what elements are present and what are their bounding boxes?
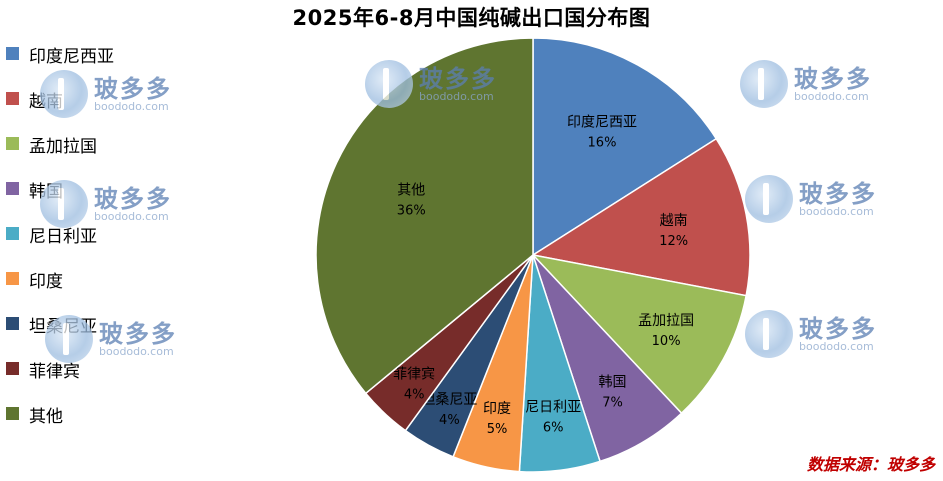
legend-swatch: [6, 407, 19, 420]
legend-item: 尼日利亚: [6, 222, 166, 267]
legend-label: 印度: [29, 272, 63, 292]
watermark-brand: 玻多多: [94, 184, 172, 213]
watermark-url: boododo.com: [799, 204, 874, 218]
slice-category-label: 菲律宾: [393, 367, 435, 383]
watermark-url: boododo.com: [799, 339, 874, 353]
slice-value-label: 36%: [397, 204, 426, 219]
slice-category-label: 印度: [483, 401, 511, 417]
watermark-brand: 玻多多: [99, 319, 177, 348]
legend-item: 印度尼西亚: [6, 42, 166, 87]
watermark-brand: 玻多多: [94, 74, 172, 103]
legend-swatch: [6, 272, 19, 285]
slice-value-label: 5%: [487, 422, 508, 437]
watermark-url: boododo.com: [94, 209, 169, 223]
watermark-logo-icon: [365, 60, 413, 108]
slice-category-label: 越南: [660, 213, 688, 229]
slice-category-label: 韩国: [599, 374, 627, 390]
pie-slice: [315, 37, 534, 395]
pie-slice: [530, 253, 748, 415]
watermark-logo-icon: [745, 310, 793, 358]
watermark-logo-icon: [40, 70, 88, 118]
watermark-logo-icon: [40, 180, 88, 228]
slice-value-label: 16%: [588, 135, 617, 150]
watermark: 玻多多 boododo.com: [40, 70, 172, 118]
legend-swatch: [6, 137, 19, 150]
legend-item: 菲律宾: [6, 357, 166, 402]
watermark-brand: 玻多多: [419, 64, 497, 93]
legend-swatch: [6, 317, 19, 330]
watermark: 玻多多 boododo.com: [45, 315, 177, 363]
watermark-url: boododo.com: [94, 99, 169, 113]
source-note: 数据来源：玻多多: [806, 455, 935, 474]
legend-swatch: [6, 47, 19, 60]
watermark-logo-icon: [45, 315, 93, 363]
legend-label: 印度尼西亚: [29, 47, 114, 67]
watermark-url: boododo.com: [794, 89, 869, 103]
watermark-logo-icon: [740, 60, 788, 108]
slice-value-label: 10%: [652, 334, 681, 349]
slice-value-label: 12%: [659, 234, 688, 249]
legend-swatch: [6, 182, 19, 195]
legend-swatch: [6, 92, 19, 105]
watermark-logo-icon: [745, 175, 793, 223]
watermark: 玻多多 boododo.com: [745, 175, 877, 223]
slice-value-label: 4%: [404, 388, 425, 403]
slice-category-label: 孟加拉国: [638, 313, 694, 329]
legend-swatch: [6, 227, 19, 240]
legend-item: 其他: [6, 402, 166, 447]
slice-value-label: 4%: [439, 413, 460, 428]
pie-slice: [530, 137, 751, 297]
slice-value-label: 7%: [602, 395, 623, 410]
watermark-url: boododo.com: [419, 89, 494, 103]
legend-label: 其他: [29, 407, 63, 427]
slice-category-label: 尼日利亚: [525, 399, 581, 415]
legend-item: 孟加拉国: [6, 132, 166, 177]
legend-item: 印度: [6, 267, 166, 312]
slice-category-label: 印度尼西亚: [567, 114, 637, 130]
legend-label: 菲律宾: [29, 362, 80, 382]
watermark: 玻多多 boododo.com: [40, 180, 172, 228]
legend-swatch: [6, 362, 19, 375]
chart-title: 2025年6-8月中国纯碱出口国分布图: [292, 6, 651, 30]
watermark-brand: 玻多多: [799, 179, 877, 208]
slice-category-label: 坦桑尼亚: [421, 392, 477, 408]
legend-label: 孟加拉国: [29, 137, 97, 157]
slice-value-label: 6%: [543, 420, 564, 435]
watermark: 玻多多 boododo.com: [740, 60, 872, 108]
slice-category-label: 其他: [397, 183, 425, 199]
legend-label: 尼日利亚: [29, 227, 97, 247]
pie-slice: [532, 37, 718, 257]
watermark: 玻多多 boododo.com: [365, 60, 497, 108]
watermark: 玻多多 boododo.com: [745, 310, 877, 358]
watermark-brand: 玻多多: [794, 64, 872, 93]
watermark-url: boododo.com: [99, 344, 174, 358]
watermark-brand: 玻多多: [799, 314, 877, 343]
